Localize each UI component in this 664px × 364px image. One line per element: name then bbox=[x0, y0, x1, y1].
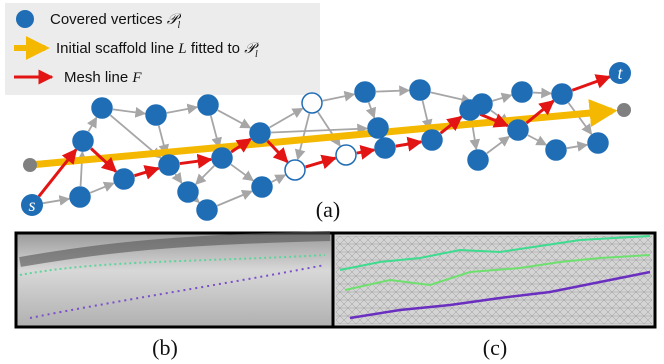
vertex bbox=[410, 80, 430, 100]
graph-edge bbox=[487, 137, 509, 154]
vertex bbox=[197, 200, 217, 220]
panel-label: (b) bbox=[152, 335, 178, 360]
graph-edge bbox=[533, 93, 551, 94]
graph-edge bbox=[323, 94, 354, 101]
graph-edge bbox=[175, 174, 181, 183]
panel-label: (a) bbox=[316, 197, 340, 222]
vertex bbox=[178, 182, 198, 202]
legend-symbol: F bbox=[131, 70, 142, 86]
legend-text: Mesh line bbox=[64, 69, 128, 86]
graph-edge bbox=[431, 92, 472, 101]
vertex bbox=[508, 120, 528, 140]
legend-text: fitted to bbox=[191, 40, 240, 57]
vertex bbox=[512, 82, 532, 102]
vertex bbox=[336, 145, 356, 165]
graph-edge bbox=[528, 135, 547, 145]
graph-edge bbox=[113, 109, 145, 113]
vertex bbox=[355, 82, 375, 102]
graph-edge bbox=[43, 199, 69, 203]
vertex bbox=[198, 95, 218, 115]
graph-edge bbox=[376, 90, 409, 91]
graph-edge bbox=[272, 175, 285, 182]
mesh-edge bbox=[396, 142, 421, 146]
graph-edge bbox=[211, 116, 219, 148]
vertex bbox=[552, 84, 572, 104]
legend-text: Initial scaffold line bbox=[56, 40, 174, 57]
vertex bbox=[588, 133, 608, 153]
mesh-edge bbox=[306, 158, 336, 167]
vertex bbox=[472, 94, 492, 114]
start-label: s bbox=[28, 195, 35, 215]
graph-edge bbox=[270, 108, 303, 127]
graph-edge bbox=[196, 200, 199, 203]
graph-edge bbox=[196, 166, 214, 184]
vertex bbox=[159, 155, 179, 175]
figure: s t Covered vertices 𝒫l Initial scaffold… bbox=[0, 0, 664, 364]
vertex bbox=[73, 131, 93, 151]
mesh-edge bbox=[357, 150, 374, 153]
legend-node-icon bbox=[16, 10, 34, 28]
panel-label: (c) bbox=[483, 335, 507, 360]
legend-entry: Mesh line F bbox=[64, 69, 142, 86]
vertex bbox=[114, 169, 134, 189]
vertex bbox=[70, 187, 90, 207]
vertex bbox=[252, 177, 272, 197]
legend-subscript: l bbox=[178, 20, 181, 31]
vertex bbox=[422, 130, 442, 150]
vertex bbox=[250, 123, 270, 143]
vertex bbox=[468, 150, 488, 170]
vertex bbox=[375, 138, 395, 158]
legend-subscript: l bbox=[255, 49, 258, 60]
graph-edge bbox=[90, 183, 114, 193]
graph-edge bbox=[167, 107, 197, 113]
vertex bbox=[146, 105, 166, 125]
scaffold-end bbox=[617, 103, 631, 117]
graph-edge bbox=[567, 145, 587, 148]
vertex bbox=[92, 98, 112, 118]
scaffold-start bbox=[23, 158, 37, 172]
mesh-edge bbox=[135, 168, 159, 175]
graph-edge bbox=[569, 103, 592, 134]
vertex bbox=[368, 118, 388, 138]
legend-text: Covered vertices bbox=[50, 11, 163, 28]
graph-edge bbox=[218, 110, 251, 128]
mesh-edge bbox=[572, 77, 609, 91]
vertex bbox=[212, 148, 232, 168]
mesh-edge bbox=[180, 159, 211, 163]
graph-edge bbox=[231, 164, 253, 180]
vertex bbox=[302, 93, 322, 113]
mesh-edge bbox=[39, 150, 76, 197]
vertex bbox=[546, 140, 566, 160]
graph-edge bbox=[217, 191, 252, 206]
graph-edge bbox=[493, 95, 512, 101]
graph-edge bbox=[88, 118, 96, 132]
graph-edge bbox=[369, 102, 375, 117]
legend-symbol: L bbox=[177, 41, 186, 57]
vertex bbox=[285, 160, 305, 180]
